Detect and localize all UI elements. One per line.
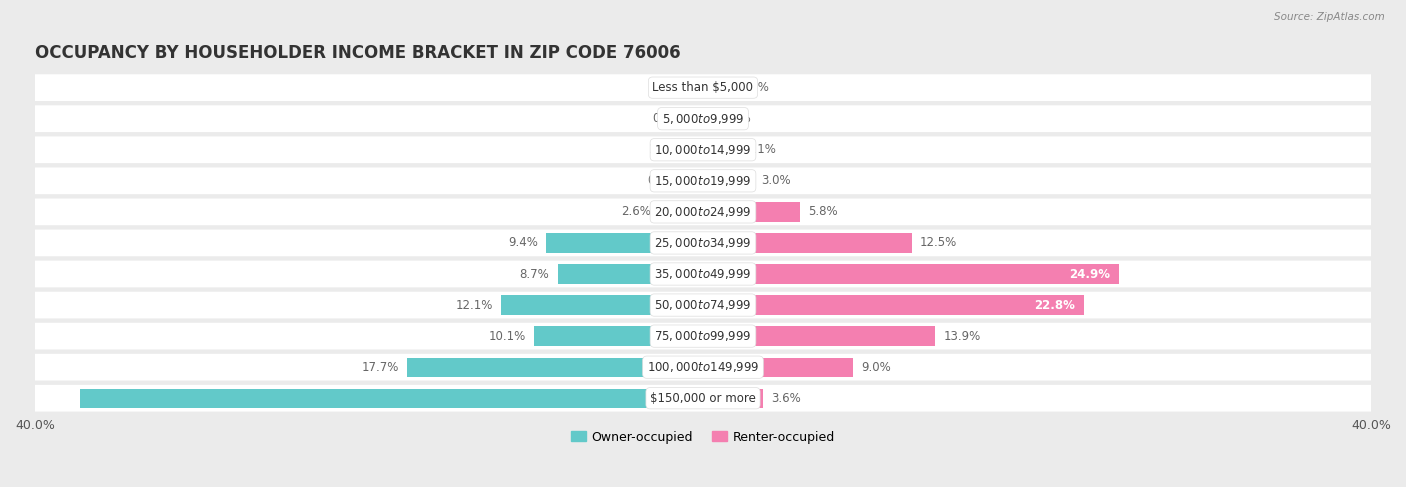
Bar <box>501 296 703 315</box>
Text: 9.0%: 9.0% <box>862 361 891 374</box>
FancyBboxPatch shape <box>35 199 1371 225</box>
Text: 0.6%: 0.6% <box>721 112 751 125</box>
Bar <box>80 389 703 408</box>
Bar <box>703 233 911 253</box>
Text: $100,000 to $149,999: $100,000 to $149,999 <box>647 360 759 374</box>
FancyBboxPatch shape <box>35 354 1371 380</box>
Text: Less than $5,000: Less than $5,000 <box>652 81 754 94</box>
Bar <box>703 296 1084 315</box>
Bar <box>686 140 703 159</box>
FancyBboxPatch shape <box>35 168 1371 194</box>
Text: 37.3%: 37.3% <box>678 392 718 405</box>
Bar <box>703 389 763 408</box>
Text: $150,000 or more: $150,000 or more <box>650 392 756 405</box>
Bar <box>659 202 703 222</box>
Text: $75,000 to $99,999: $75,000 to $99,999 <box>654 329 752 343</box>
Legend: Owner-occupied, Renter-occupied: Owner-occupied, Renter-occupied <box>565 426 841 449</box>
Text: $20,000 to $24,999: $20,000 to $24,999 <box>654 205 752 219</box>
Bar <box>534 326 703 346</box>
Text: OCCUPANCY BY HOUSEHOLDER INCOME BRACKET IN ZIP CODE 76006: OCCUPANCY BY HOUSEHOLDER INCOME BRACKET … <box>35 44 681 62</box>
Bar <box>703 202 800 222</box>
FancyBboxPatch shape <box>35 385 1371 412</box>
Text: 0.31%: 0.31% <box>652 112 689 125</box>
Bar <box>703 326 935 346</box>
Text: 8.7%: 8.7% <box>520 267 550 281</box>
Bar <box>703 264 1119 283</box>
Text: Source: ZipAtlas.com: Source: ZipAtlas.com <box>1274 12 1385 22</box>
Text: 2.1%: 2.1% <box>747 143 776 156</box>
Bar <box>703 78 731 97</box>
Text: 3.6%: 3.6% <box>772 392 801 405</box>
Text: 9.4%: 9.4% <box>508 237 537 249</box>
Bar <box>558 264 703 283</box>
FancyBboxPatch shape <box>35 229 1371 256</box>
Text: 5.8%: 5.8% <box>808 206 838 218</box>
Text: 22.8%: 22.8% <box>1035 299 1076 312</box>
Text: $25,000 to $34,999: $25,000 to $34,999 <box>654 236 752 250</box>
Bar <box>699 78 703 97</box>
FancyBboxPatch shape <box>35 292 1371 318</box>
Text: $35,000 to $49,999: $35,000 to $49,999 <box>654 267 752 281</box>
Bar <box>693 171 703 190</box>
FancyBboxPatch shape <box>35 136 1371 163</box>
Bar <box>546 233 703 253</box>
Text: 1.7%: 1.7% <box>740 81 769 94</box>
FancyBboxPatch shape <box>35 261 1371 287</box>
Bar <box>408 357 703 377</box>
Text: 12.1%: 12.1% <box>456 299 492 312</box>
Text: 10.1%: 10.1% <box>489 330 526 343</box>
Text: 13.9%: 13.9% <box>943 330 981 343</box>
Text: 1.0%: 1.0% <box>648 143 678 156</box>
Text: 0.59%: 0.59% <box>648 174 685 187</box>
Text: 24.9%: 24.9% <box>1070 267 1111 281</box>
Text: 0.28%: 0.28% <box>652 81 690 94</box>
Bar <box>697 109 703 129</box>
Bar <box>703 109 713 129</box>
Bar <box>703 357 853 377</box>
Text: $5,000 to $9,999: $5,000 to $9,999 <box>662 112 744 126</box>
Bar <box>703 140 738 159</box>
Text: $15,000 to $19,999: $15,000 to $19,999 <box>654 174 752 188</box>
Text: $10,000 to $14,999: $10,000 to $14,999 <box>654 143 752 157</box>
FancyBboxPatch shape <box>35 75 1371 101</box>
Text: $50,000 to $74,999: $50,000 to $74,999 <box>654 298 752 312</box>
Bar <box>703 171 754 190</box>
Text: 17.7%: 17.7% <box>361 361 399 374</box>
FancyBboxPatch shape <box>35 323 1371 350</box>
Text: 12.5%: 12.5% <box>920 237 957 249</box>
FancyBboxPatch shape <box>35 105 1371 132</box>
Text: 2.6%: 2.6% <box>621 206 651 218</box>
Text: 3.0%: 3.0% <box>762 174 792 187</box>
